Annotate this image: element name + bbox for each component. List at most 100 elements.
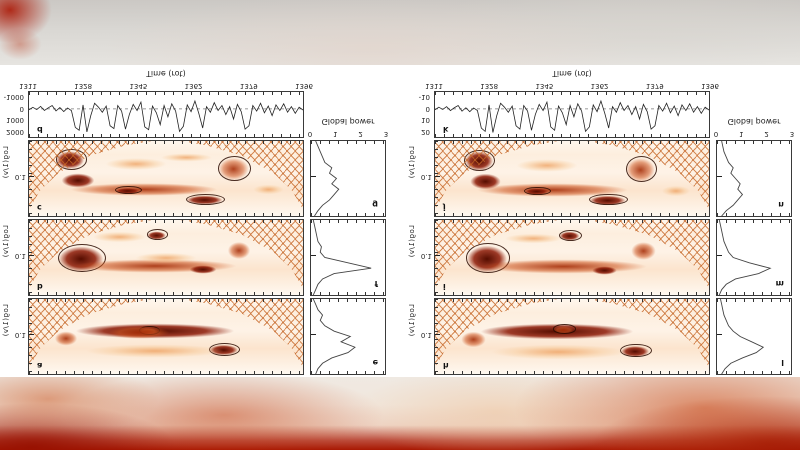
panel-letter-i: i [443,282,446,291]
time-tick-label: 1379 [645,82,664,90]
period-major-tick [29,176,34,177]
global-power-panel-e: e [310,298,386,375]
axis-ticks-bottom [29,299,303,302]
global-power-curve [717,141,791,216]
time-tick-label: 1311 [19,82,37,90]
axis-ticks-left [29,141,32,216]
panel-letter-b: b [37,282,43,291]
power-blob [656,184,696,198]
time-series-plot [435,92,709,137]
series-ytick-label: 0 [425,104,430,113]
spectrogram-panel-i: i [434,219,710,296]
axis-ticks-left [435,299,438,374]
global-power-panel-g: g [310,140,386,217]
global-power-curve [717,299,791,374]
axis-ticks-bottom [435,299,709,302]
period-tick-label: 0.1 [14,330,26,339]
axis-ticks-bottom [29,220,303,223]
panel-letter-e: e [372,358,378,367]
time-series-panel-k: k [434,91,710,138]
period-major-tick [435,334,440,335]
panel-letter-n: n [778,200,784,209]
panel-letter-a: a [37,361,43,370]
axis-ticks-top [435,213,709,216]
power-blob [506,157,589,174]
curve [314,141,338,216]
panel-letter-f: f [374,279,378,288]
curve [435,101,709,133]
period-tick-label: 0.1 [420,172,432,181]
period-tick-label: 0.1 [14,251,26,260]
spectrogram-panel-b: b [28,219,304,296]
spectrogram-panel-a: a [28,298,304,375]
global-power-tick-label: 0 [307,130,313,138]
axis-ticks-left [29,299,32,374]
panel-letter-l: l [781,358,784,367]
time-axis-title: Time (rot) [552,69,592,78]
curve [313,220,371,295]
curve [720,299,763,374]
series-ytick-label: 2000 [6,128,24,137]
blurred-backdrop-bottom [0,377,800,450]
panel-letter-k: k [443,125,449,134]
time-axis-title: Time (rot) [146,69,186,78]
spectrogram-panel-h: h [434,298,710,375]
axis-ticks-top [29,292,303,295]
panel-letter-j: j [443,203,446,212]
power-blob [61,342,249,361]
time-tick-label: 1362 [184,82,203,90]
period-tick-label: 0.1 [420,330,432,339]
time-tick-label: 1328 [74,82,93,90]
axis-ticks-top [435,371,709,374]
time-tick-label: 1345 [535,82,554,90]
power-blob [97,324,180,341]
axis-ticks-top [29,371,303,374]
period-tick-label: 0.1 [420,251,432,260]
global-power-curve [311,220,385,295]
panel-letter-c: c [37,203,42,212]
period-major-tick [435,176,440,177]
time-tick-label: 1311 [425,82,443,90]
power-blob [152,152,221,164]
global-power-panel-l: l [716,298,792,375]
power-blob [626,239,660,264]
global-power-tick-label: 1 [739,130,744,138]
global-power-tick-label: 3 [383,130,389,138]
time-tick-label: 1396 [701,82,719,90]
global-power-tick-label: 0 [713,130,719,138]
global-power-curve [311,299,385,374]
significance-contour [553,324,577,334]
global-power-tick-label: 3 [789,130,795,138]
time-series-panel-d: d [28,91,304,138]
global-power-tick-label: 1 [333,130,338,138]
significance-contour [185,193,226,205]
global-power-panel-m: m [716,219,792,296]
power-blob [185,264,221,275]
significance-contour [115,185,143,195]
curve [29,101,303,132]
power-blob [495,232,572,246]
power-blob [467,342,649,362]
global-power-tick-label: 2 [764,130,769,138]
time-tick-label: 1396 [295,82,313,90]
series-ytick-label: 10 [421,116,430,125]
series-ytick-label: 20 [421,128,430,137]
panel-letter-m: m [775,279,784,288]
time-tick-label: 1345 [129,82,148,90]
global-power-title: Global power [727,117,781,126]
blurred-backdrop-top [0,0,800,65]
power-blob [248,183,290,197]
spectrogram-panel-c: c [28,140,304,217]
series-ytick-label: -10 [418,92,430,101]
period-major-tick [29,334,34,335]
panel-group-left: a Log(1/ν) 0.1 e b Log(1/ν) 0.1 f c Log(1/ν) 0.1 g d… [0,65,394,377]
time-tick-label: 1362 [590,82,609,90]
panel-letter-g: g [372,200,378,209]
global-power-panel-n: n [716,140,792,217]
axis-ticks-top [435,292,709,295]
panel-letter-d: d [37,125,43,134]
series-ytick-label: 0 [19,104,24,113]
axis-ticks-bottom [435,141,709,144]
significance-contour [217,156,251,181]
